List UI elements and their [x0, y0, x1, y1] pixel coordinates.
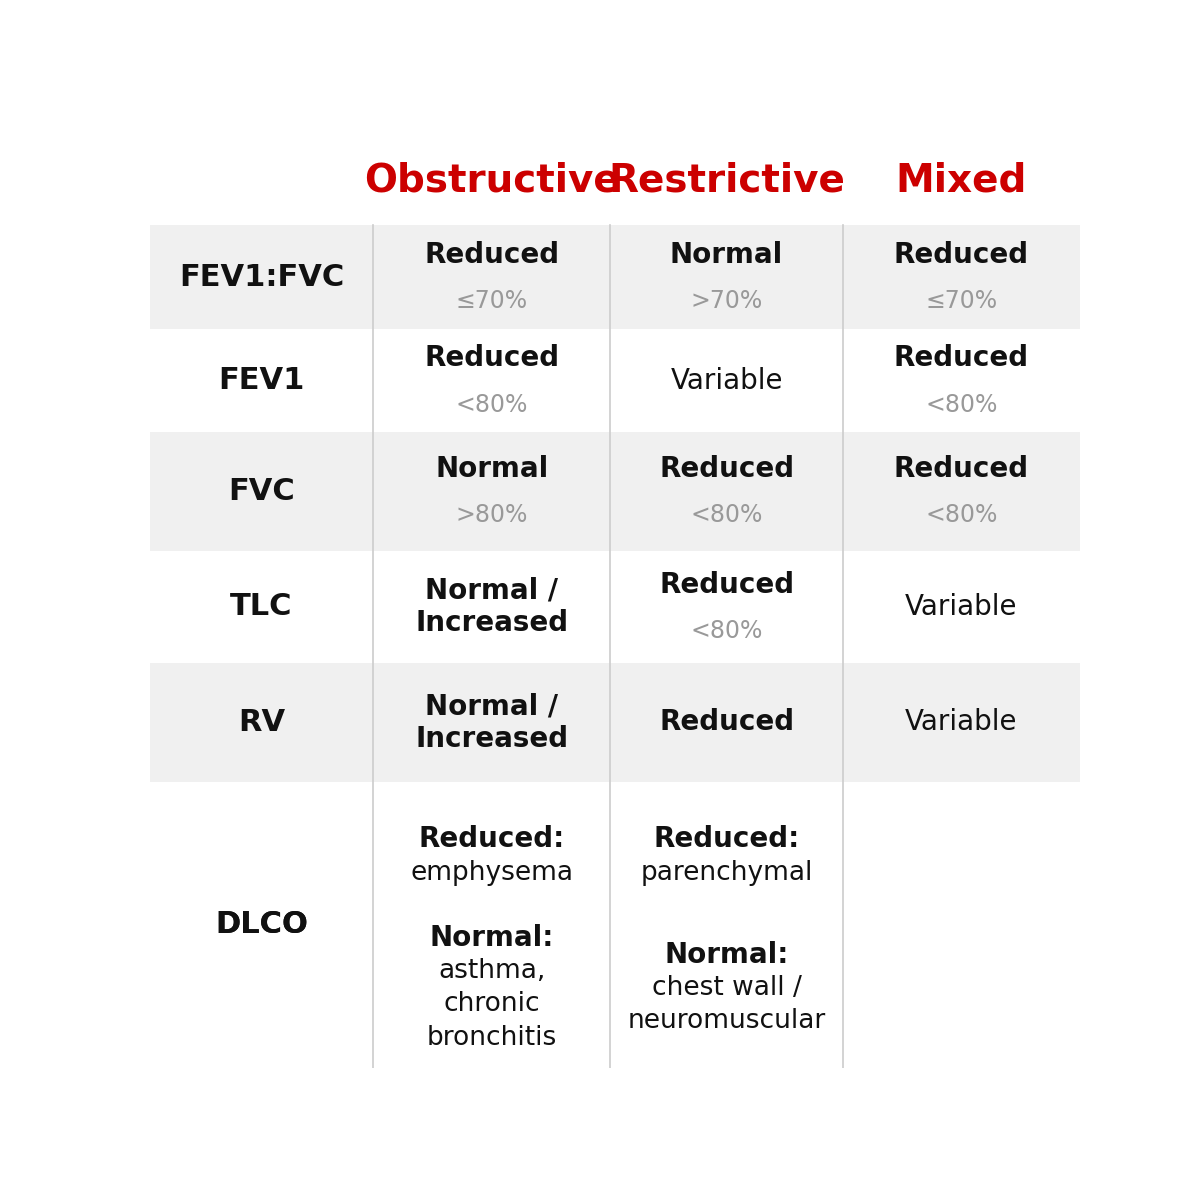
Text: RV: RV	[238, 708, 286, 737]
Text: >70%: >70%	[690, 289, 763, 313]
Text: Reduced: Reduced	[894, 455, 1028, 484]
Text: <80%: <80%	[456, 392, 528, 416]
Text: asthma,: asthma,	[438, 958, 546, 984]
Text: chest wall /: chest wall /	[652, 974, 802, 1001]
Text: <80%: <80%	[925, 392, 997, 416]
Text: <80%: <80%	[690, 619, 763, 643]
Text: Reduced:: Reduced:	[654, 826, 799, 853]
Text: Normal: Normal	[436, 455, 548, 484]
Text: chronic: chronic	[444, 991, 540, 1018]
Text: ≤70%: ≤70%	[456, 289, 528, 313]
Text: FEV1:FVC: FEV1:FVC	[179, 263, 344, 292]
Text: TLC: TLC	[230, 593, 293, 622]
Text: Variable: Variable	[905, 593, 1018, 620]
Text: neuromuscular: neuromuscular	[628, 1008, 826, 1034]
Text: Reduced: Reduced	[425, 241, 559, 269]
Text: Variable: Variable	[671, 366, 782, 395]
Text: Normal: Normal	[670, 241, 784, 269]
Text: Normal:: Normal:	[665, 941, 788, 968]
Text: bronchitis: bronchitis	[427, 1025, 557, 1051]
Text: parenchymal: parenchymal	[641, 859, 812, 886]
Text: Reduced: Reduced	[894, 344, 1028, 372]
Text: FVC: FVC	[228, 476, 295, 506]
Text: Obstructive: Obstructive	[364, 161, 619, 199]
Text: emphysema: emphysema	[410, 859, 574, 886]
Text: Normal /
Increased: Normal / Increased	[415, 577, 569, 637]
Bar	[150, 432, 1080, 551]
Text: Reduced:: Reduced:	[419, 826, 565, 853]
Text: Restrictive: Restrictive	[608, 161, 845, 199]
Text: >80%: >80%	[456, 504, 528, 528]
Text: Normal /
Increased: Normal / Increased	[415, 692, 569, 752]
Bar	[150, 664, 1080, 781]
Text: FEV1: FEV1	[218, 366, 305, 395]
Text: Mixed: Mixed	[895, 161, 1027, 199]
Text: Reduced: Reduced	[425, 344, 559, 372]
Text: <80%: <80%	[690, 504, 763, 528]
Bar	[150, 226, 1080, 329]
Text: Reduced: Reduced	[659, 571, 794, 599]
Text: Variable: Variable	[905, 708, 1018, 737]
Text: ≤70%: ≤70%	[925, 289, 997, 313]
Text: Reduced: Reduced	[659, 708, 794, 737]
Text: Reduced: Reduced	[894, 241, 1028, 269]
Text: <80%: <80%	[925, 504, 997, 528]
Text: Normal:: Normal:	[430, 924, 554, 952]
Text: Reduced: Reduced	[659, 455, 794, 484]
Text: DLCO: DLCO	[215, 911, 308, 940]
Text: DLCO: DLCO	[215, 911, 308, 940]
